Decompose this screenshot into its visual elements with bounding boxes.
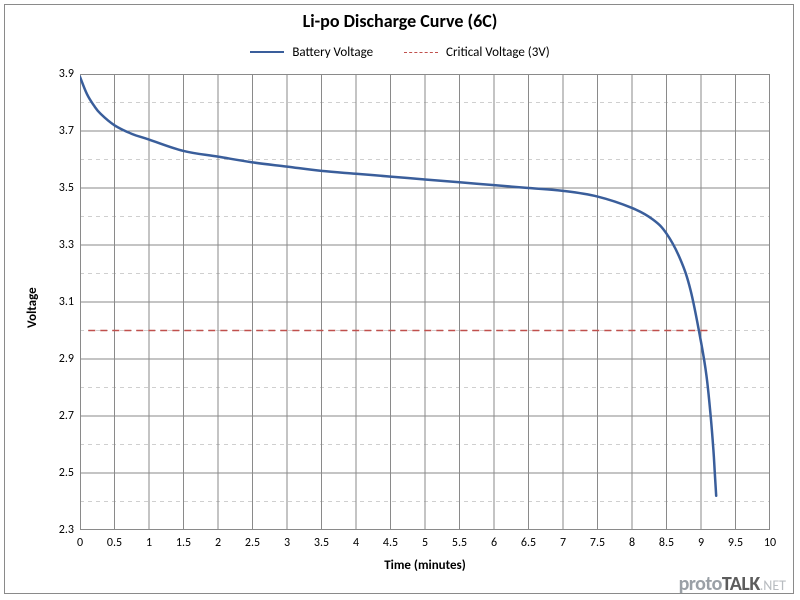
- y-tick-label: 3.9: [46, 67, 74, 81]
- legend-swatch-battery: [250, 51, 284, 53]
- x-tick-label: 1: [146, 536, 152, 550]
- x-tick-label: 8.5: [659, 536, 674, 550]
- legend: Battery Voltage Critical Voltage (3V): [0, 42, 800, 60]
- y-tick-label: 2.5: [46, 466, 74, 480]
- x-tick-label: 6.5: [521, 536, 536, 550]
- x-tick-label: 0.5: [107, 536, 122, 550]
- legend-label-critical: Critical Voltage (3V): [446, 45, 550, 60]
- y-tick-label: 3.5: [46, 181, 74, 195]
- legend-label-battery: Battery Voltage: [292, 45, 373, 60]
- x-tick-label: 5: [422, 536, 428, 550]
- brand-part-b: TALK: [722, 572, 760, 596]
- x-tick-label: 7.5: [590, 536, 605, 550]
- x-tick-label: 3.5: [314, 536, 329, 550]
- y-tick-label: 3.7: [46, 124, 74, 138]
- x-tick-label: 9.5: [728, 536, 743, 550]
- x-tick-label: 10: [764, 536, 776, 550]
- y-tick-label: 3.1: [46, 295, 74, 309]
- x-tick-label: 1.5: [176, 536, 191, 550]
- x-tick-label: 4: [353, 536, 359, 550]
- brand-part-c: .NET: [760, 577, 786, 594]
- x-tick-label: 0: [77, 536, 83, 550]
- x-tick-label: 2: [215, 536, 221, 550]
- brand-logo: protoTALK.NET: [679, 572, 786, 596]
- x-axis-label: Time (minutes): [325, 558, 525, 573]
- y-tick-label: 2.9: [46, 352, 74, 366]
- y-axis-label: Voltage: [25, 287, 40, 328]
- x-tick-label: 4.5: [383, 536, 398, 550]
- y-tick-label: 2.3: [46, 523, 74, 537]
- plot-area: [80, 74, 770, 530]
- x-tick-label: 3: [284, 536, 290, 550]
- legend-item-critical: Critical Voltage (3V): [404, 45, 550, 60]
- x-tick-label: 9: [698, 536, 704, 550]
- x-tick-label: 6: [491, 536, 497, 550]
- y-tick-label: 3.3: [46, 238, 74, 252]
- x-tick-label: 7: [560, 536, 566, 550]
- x-tick-label: 2.5: [245, 536, 260, 550]
- brand-part-a: proto: [679, 572, 722, 596]
- chart-title: Li-po Discharge Curve (6C): [0, 10, 800, 32]
- legend-swatch-critical: [404, 52, 438, 53]
- x-tick-label: 5.5: [452, 536, 467, 550]
- y-tick-label: 2.7: [46, 409, 74, 423]
- x-tick-label: 8: [629, 536, 635, 550]
- legend-item-battery: Battery Voltage: [250, 45, 373, 60]
